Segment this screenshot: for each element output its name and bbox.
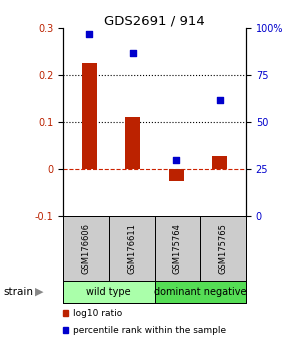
Text: GSM175764: GSM175764 — [173, 223, 182, 274]
Bar — [169, 169, 184, 181]
Text: GSM176606: GSM176606 — [81, 223, 90, 274]
Text: strain: strain — [3, 287, 33, 297]
Text: GSM175765: GSM175765 — [219, 223, 228, 274]
Text: ▶: ▶ — [34, 287, 43, 297]
Bar — [82, 63, 97, 169]
Text: wild type: wild type — [86, 287, 131, 297]
Point — [87, 31, 92, 37]
Text: GSM176611: GSM176611 — [127, 223, 136, 274]
Text: log10 ratio: log10 ratio — [73, 309, 122, 318]
Point — [218, 97, 222, 102]
Text: dominant negative: dominant negative — [154, 287, 247, 297]
Point — [174, 157, 179, 162]
Title: GDS2691 / 914: GDS2691 / 914 — [104, 14, 205, 27]
Bar — [212, 156, 227, 169]
Text: percentile rank within the sample: percentile rank within the sample — [73, 326, 226, 335]
Bar — [125, 118, 140, 169]
Point — [130, 50, 135, 56]
